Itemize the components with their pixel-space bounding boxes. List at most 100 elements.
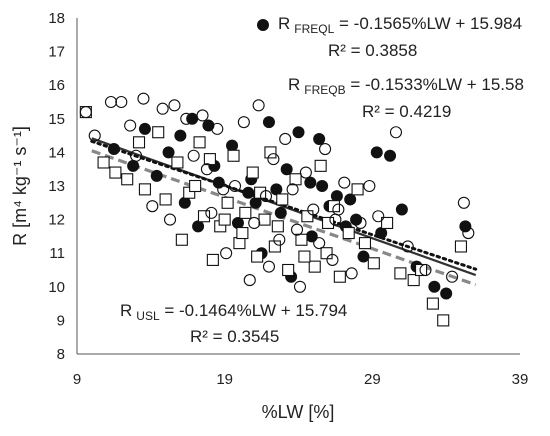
freql-point <box>242 186 255 199</box>
usl-point <box>299 166 312 179</box>
freqb-point <box>109 166 122 179</box>
freql-equation: R FREQL = -0.1565%LW + 15.984 <box>278 14 522 36</box>
usl-point <box>446 270 459 283</box>
freqb-point <box>246 166 259 179</box>
freqb-point <box>301 210 314 223</box>
freqb-point <box>308 260 321 273</box>
usl-point <box>326 253 339 266</box>
freqb-point <box>264 146 277 159</box>
freqb-point <box>268 240 281 253</box>
freqb-point <box>381 216 394 230</box>
usl-point <box>200 163 213 176</box>
freqb-point <box>236 226 249 240</box>
usl-equation: R USL = -0.1464%LW + 15.794 <box>120 301 347 323</box>
usl-point <box>319 142 332 156</box>
freqb-point <box>426 297 439 310</box>
freql-point <box>212 176 225 189</box>
y-tick-label: 13 <box>48 178 65 195</box>
x-tick-label: 39 <box>512 371 529 388</box>
usl-point <box>168 99 181 112</box>
usl-point <box>286 183 299 196</box>
usl-point <box>279 132 292 146</box>
usl-point <box>196 109 209 122</box>
usl-point <box>313 237 326 250</box>
y-tick-label: 16 <box>48 77 65 94</box>
freqb-point <box>415 263 428 277</box>
plot-frame <box>76 18 520 355</box>
freqb-point <box>258 213 271 226</box>
usl-point <box>163 213 177 226</box>
usl-point <box>267 153 280 166</box>
freqb-r-squared: R² = 0.4219 <box>362 102 451 121</box>
usl-point <box>329 213 342 226</box>
freql-point <box>280 163 293 176</box>
x-tick-label: 19 <box>216 371 233 388</box>
freql-point <box>395 203 408 216</box>
freql-point <box>138 122 151 135</box>
freql-point <box>107 143 120 156</box>
freql-point <box>127 159 140 172</box>
freql-point <box>344 193 357 206</box>
usl-point <box>363 179 376 193</box>
freql-point <box>150 169 163 182</box>
usl-point <box>228 179 242 193</box>
freqb-point <box>227 149 240 162</box>
freqb-point <box>407 274 420 287</box>
freql-point <box>292 126 305 139</box>
y-tick-label: 14 <box>48 144 65 161</box>
y-tick-label: 12 <box>48 212 65 229</box>
usl-point <box>115 95 128 109</box>
freqb-point <box>189 179 202 193</box>
x-tick-labels: 9 19 29 39 <box>73 371 529 388</box>
usl-point <box>338 176 351 189</box>
freqb-point <box>206 253 219 266</box>
usl-point <box>156 102 169 115</box>
usl-point <box>457 196 470 209</box>
usl-point <box>252 99 265 112</box>
freqb-point <box>333 270 346 283</box>
freql-point <box>249 196 262 209</box>
usl-point <box>462 226 475 240</box>
freql-point <box>270 183 283 196</box>
freql-point <box>330 190 343 203</box>
freqb-point <box>351 183 364 196</box>
y-tick-label: 15 <box>48 111 65 128</box>
freql-legend-marker <box>257 19 269 31</box>
freqb-point <box>295 233 308 246</box>
freql-point <box>174 129 187 142</box>
freqb-point <box>152 126 165 139</box>
usl-point <box>217 183 230 196</box>
usl-point <box>220 247 233 260</box>
freqb-point <box>321 216 335 230</box>
freqb-point <box>121 173 134 186</box>
freqb-point <box>314 159 327 172</box>
freql-point <box>375 227 388 240</box>
freqb-point <box>159 193 172 206</box>
usl-point <box>124 119 137 132</box>
y-tick-label: 18 <box>48 10 65 27</box>
freql-point <box>262 116 275 129</box>
freql-point <box>316 180 329 192</box>
usl-point <box>293 280 307 293</box>
freqb-point <box>320 247 333 260</box>
usl-point <box>259 190 273 203</box>
freql-point <box>305 230 318 243</box>
usl-r-squared: R² = 0.3545 <box>190 327 279 346</box>
freql-r-squared: R² = 0.3858 <box>328 41 417 60</box>
usl-point <box>104 95 118 109</box>
y-tick-labels: 8 9 10 11 12 13 14 15 16 17 18 <box>48 10 65 363</box>
freqb-point <box>233 237 246 250</box>
freqb-point <box>276 193 289 206</box>
freqb-point <box>197 210 211 223</box>
freqb-point <box>271 220 284 233</box>
freql-point <box>231 216 244 229</box>
usl-point <box>205 206 218 219</box>
usl-point <box>146 200 159 213</box>
freqb-point <box>358 237 372 250</box>
y-tick-label: 8 <box>57 346 65 363</box>
freqb-point <box>175 233 188 246</box>
freql-point <box>178 196 191 209</box>
freql-point <box>304 176 317 189</box>
freqb-point <box>298 250 311 263</box>
usl-point <box>307 203 320 216</box>
